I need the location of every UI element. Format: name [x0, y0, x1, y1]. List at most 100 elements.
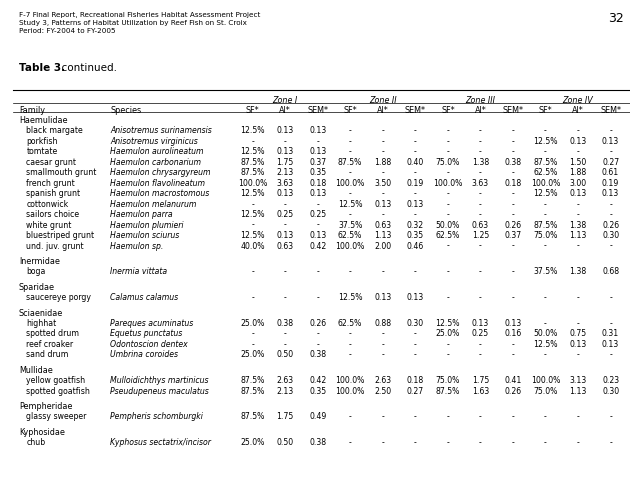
Text: -: - [609, 147, 612, 156]
Text: reef croaker: reef croaker [26, 340, 74, 349]
Text: 0.50: 0.50 [277, 350, 294, 359]
Text: 0.13: 0.13 [374, 293, 391, 302]
Text: -: - [576, 210, 580, 219]
Text: 62.5%: 62.5% [435, 231, 460, 240]
Text: continued.: continued. [55, 63, 117, 74]
Text: 0.26: 0.26 [505, 387, 522, 395]
Text: 87.5%: 87.5% [533, 221, 558, 229]
Text: 87.5%: 87.5% [240, 168, 265, 177]
Text: 0.13: 0.13 [602, 189, 619, 198]
Text: Odontoscion dentex: Odontoscion dentex [110, 340, 188, 349]
Text: -: - [576, 147, 580, 156]
Text: -: - [609, 438, 612, 447]
Text: 12.5%: 12.5% [533, 189, 558, 198]
Text: black margate: black margate [26, 126, 83, 135]
Text: -: - [414, 350, 416, 359]
Text: 0.63: 0.63 [277, 242, 294, 250]
Text: -: - [479, 267, 482, 276]
Text: -: - [609, 293, 612, 302]
Text: 25.0%: 25.0% [240, 438, 265, 447]
Text: 2.63: 2.63 [374, 376, 391, 385]
Text: 0.61: 0.61 [602, 168, 619, 177]
Text: 0.42: 0.42 [309, 376, 326, 385]
Text: 0.68: 0.68 [602, 267, 619, 276]
Text: -: - [381, 438, 384, 447]
Text: 50.0%: 50.0% [533, 329, 558, 338]
Text: 100.0%: 100.0% [336, 242, 365, 250]
Text: Mulloidichthys martinicus: Mulloidichthys martinicus [110, 376, 209, 385]
Text: -: - [381, 267, 384, 276]
Text: Pseudupeneus maculatus: Pseudupeneus maculatus [110, 387, 209, 395]
Text: 0.35: 0.35 [407, 231, 424, 240]
Text: 0.35: 0.35 [309, 168, 326, 177]
Text: 0.27: 0.27 [407, 387, 424, 395]
Text: -: - [512, 168, 514, 177]
Text: SF*: SF* [539, 106, 553, 115]
Text: -: - [349, 350, 352, 359]
Text: -: - [251, 293, 254, 302]
Text: 100.0%: 100.0% [336, 179, 365, 187]
Text: -: - [576, 319, 580, 328]
Text: -: - [284, 221, 287, 229]
Text: Sparidae: Sparidae [19, 282, 55, 292]
Text: -: - [447, 242, 449, 250]
Text: -: - [479, 242, 482, 250]
Text: 2.50: 2.50 [374, 387, 391, 395]
Text: Haemulon sciurus: Haemulon sciurus [110, 231, 180, 240]
Text: 0.46: 0.46 [406, 242, 424, 250]
Text: Inermia vittata: Inermia vittata [110, 267, 168, 276]
Text: 3.63: 3.63 [472, 179, 489, 187]
Text: 0.13: 0.13 [309, 231, 326, 240]
Text: 0.31: 0.31 [602, 329, 619, 338]
Text: 0.38: 0.38 [309, 350, 326, 359]
Text: -: - [544, 210, 547, 219]
Text: 0.75: 0.75 [570, 329, 587, 338]
Text: 0.38: 0.38 [505, 158, 522, 167]
Text: -: - [349, 147, 352, 156]
Text: 12.5%: 12.5% [240, 126, 265, 135]
Text: 87.5%: 87.5% [338, 158, 362, 167]
Text: -: - [544, 438, 547, 447]
Text: 0.13: 0.13 [309, 147, 326, 156]
Text: 0.50: 0.50 [277, 438, 294, 447]
Text: -: - [381, 126, 384, 135]
Text: -: - [447, 293, 449, 302]
Text: 0.13: 0.13 [277, 126, 294, 135]
Text: 12.5%: 12.5% [240, 147, 265, 156]
Text: -: - [414, 438, 416, 447]
Text: -: - [512, 242, 514, 250]
Text: -: - [381, 137, 384, 146]
Text: 0.13: 0.13 [406, 293, 424, 302]
Text: -: - [576, 350, 580, 359]
Text: 87.5%: 87.5% [240, 376, 265, 385]
Text: 25.0%: 25.0% [240, 350, 265, 359]
Text: -: - [316, 340, 319, 349]
Text: 1.38: 1.38 [472, 158, 489, 167]
Text: -: - [447, 350, 449, 359]
Text: 0.49: 0.49 [309, 412, 326, 421]
Text: -: - [512, 293, 514, 302]
Text: 1.75: 1.75 [277, 158, 294, 167]
Text: 0.13: 0.13 [277, 147, 294, 156]
Text: 0.41: 0.41 [504, 376, 522, 385]
Text: 0.30: 0.30 [407, 319, 424, 328]
Text: -: - [284, 137, 287, 146]
Text: 100.0%: 100.0% [336, 376, 365, 385]
Text: 0.16: 0.16 [504, 329, 522, 338]
Text: Pempheris schomburgki: Pempheris schomburgki [110, 412, 203, 421]
Text: -: - [381, 147, 384, 156]
Text: 0.25: 0.25 [472, 329, 489, 338]
Text: -: - [576, 126, 580, 135]
Text: 75.0%: 75.0% [533, 387, 558, 395]
Text: -: - [609, 412, 612, 421]
Text: 0.13: 0.13 [277, 189, 294, 198]
Text: -: - [447, 438, 449, 447]
Text: -: - [609, 319, 612, 328]
Text: 75.0%: 75.0% [533, 231, 558, 240]
Text: -: - [381, 210, 384, 219]
Text: 0.13: 0.13 [570, 137, 587, 146]
Text: -: - [576, 438, 580, 447]
Text: Haemulon aurolineatum: Haemulon aurolineatum [110, 147, 203, 156]
Text: 0.18: 0.18 [504, 179, 522, 187]
Text: 37.5%: 37.5% [338, 221, 362, 229]
